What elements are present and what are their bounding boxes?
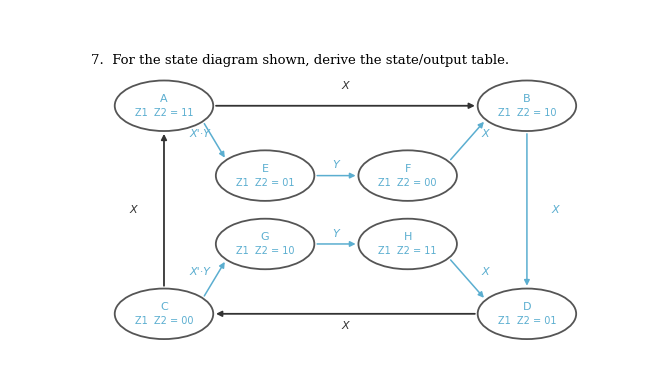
Ellipse shape [115,289,213,339]
Text: C: C [160,302,168,312]
Text: Z1  Z2 = 00: Z1 Z2 = 00 [134,316,193,326]
Text: Z1  Z2 = 10: Z1 Z2 = 10 [236,246,294,256]
Text: Y: Y [332,229,339,239]
Text: F: F [405,164,411,174]
Text: Z1  Z2 = 01: Z1 Z2 = 01 [498,316,556,326]
Text: E: E [262,164,268,174]
Text: Z1  Z2 = 11: Z1 Z2 = 11 [134,108,193,118]
Text: X: X [342,321,349,331]
Text: X: X [482,129,489,139]
Ellipse shape [478,289,576,339]
Text: G: G [261,232,270,242]
Text: Z1  Z2 = 01: Z1 Z2 = 01 [236,178,294,188]
Text: X: X [342,81,349,91]
Ellipse shape [115,81,213,131]
Text: Z1  Z2 = 00: Z1 Z2 = 00 [379,178,437,188]
Text: X: X [129,205,136,215]
Text: Z1  Z2 = 11: Z1 Z2 = 11 [379,246,437,256]
Ellipse shape [359,150,457,201]
Text: D: D [522,302,531,312]
Text: Z1  Z2 = 10: Z1 Z2 = 10 [498,108,556,118]
Ellipse shape [359,219,457,269]
Ellipse shape [216,219,314,269]
Text: 7.  For the state diagram shown, derive the state/output table.: 7. For the state diagram shown, derive t… [92,54,510,67]
Text: X: X [552,205,559,215]
Ellipse shape [478,81,576,131]
Text: X'·Y: X'·Y [190,267,211,277]
Text: X'·Y: X'·Y [190,129,211,139]
Text: B: B [523,94,531,104]
Text: A: A [160,94,168,104]
Ellipse shape [216,150,314,201]
Text: Y: Y [332,160,339,169]
Text: X: X [482,267,489,277]
Text: H: H [403,232,412,242]
